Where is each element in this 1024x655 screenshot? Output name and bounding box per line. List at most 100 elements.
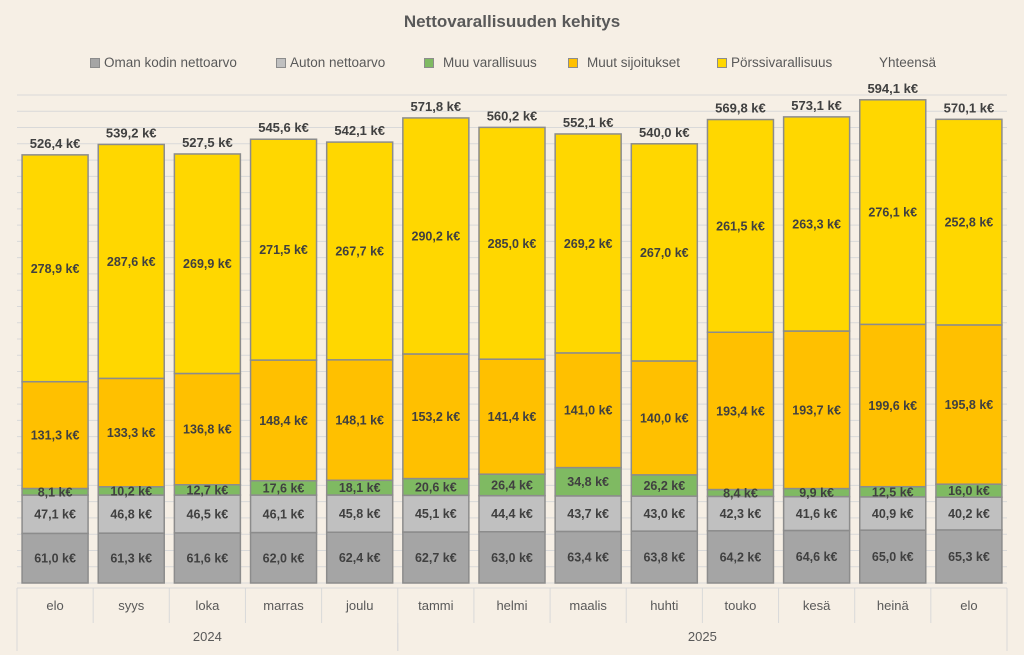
segment-other-investments <box>21 380 89 490</box>
value-label: 278,9 k€ <box>31 262 80 276</box>
legend-label: Muut sijoitukset <box>587 55 681 70</box>
legend-label: Oman kodin nettoarvo <box>104 55 237 70</box>
month-label: syys <box>118 598 145 613</box>
value-label: 140,0 k€ <box>640 411 689 425</box>
value-label: 46,1 k€ <box>263 507 305 521</box>
segment-stocks <box>706 118 775 333</box>
value-label: 153,2 k€ <box>412 410 461 424</box>
value-label: 17,6 k€ <box>263 481 305 495</box>
segment-home <box>21 532 89 584</box>
value-label: 12,5 k€ <box>872 485 914 499</box>
segment-home <box>173 532 242 584</box>
value-label: 26,2 k€ <box>643 479 685 493</box>
value-label: 64,6 k€ <box>796 550 838 564</box>
segment-stocks <box>325 141 394 361</box>
segment-stocks <box>173 153 242 375</box>
value-label: 285,0 k€ <box>488 237 537 251</box>
total-label: 527,5 k€ <box>182 135 233 150</box>
value-label: 34,8 k€ <box>567 475 609 489</box>
segment-other-investments <box>402 353 470 480</box>
month-label: huhti <box>650 598 678 613</box>
segment-stocks <box>249 138 318 361</box>
value-label: 276,1 k€ <box>868 206 917 220</box>
value-label: 9,9 k€ <box>799 486 834 500</box>
month-label: loka <box>195 598 220 613</box>
value-label: 193,7 k€ <box>792 403 841 417</box>
legend-swatch-other-investments <box>568 57 578 68</box>
segment-car <box>97 494 165 534</box>
segment-car <box>173 494 242 534</box>
value-label: 47,1 k€ <box>34 508 76 522</box>
value-label: 8,1 k€ <box>38 485 73 499</box>
month-label: tammi <box>418 598 454 613</box>
month-label: marras <box>263 598 304 613</box>
legend-item-stocks[interactable]: Pörssivarallisuus <box>717 55 832 70</box>
legend-item-home[interactable]: Oman kodin nettoarvo <box>90 55 237 70</box>
value-label: 16,0 k€ <box>948 484 990 498</box>
data-labels: 61,0 k€ 47,1 k€ 8,1 k€ 131,3 k€ 278,9 k€ 526,… <box>30 81 994 566</box>
segment-stocks <box>97 143 165 380</box>
legend-item-car[interactable]: Auton nettoarvo <box>276 55 385 70</box>
total-label: 526,4 k€ <box>30 136 81 151</box>
value-label: 141,4 k€ <box>488 410 537 424</box>
segment-other-assets <box>554 466 622 497</box>
segment-other-investments <box>706 331 775 491</box>
value-label: 62,7 k€ <box>415 551 457 565</box>
segment-stocks <box>402 117 470 355</box>
segment-home <box>859 529 927 584</box>
month-label: heinä <box>877 598 910 613</box>
value-label: 40,9 k€ <box>872 507 914 521</box>
value-label: 263,3 k€ <box>792 217 841 231</box>
value-label: 136,8 k€ <box>183 423 232 437</box>
value-label: 195,8 k€ <box>945 398 994 412</box>
value-label: 269,2 k€ <box>564 237 613 251</box>
segment-car <box>935 496 1003 531</box>
value-label: 61,3 k€ <box>110 552 152 566</box>
value-label: 10,2 k€ <box>110 484 152 498</box>
legend-item-other-investments[interactable]: Muut sijoitukset <box>568 55 680 70</box>
segment-home <box>325 531 394 584</box>
value-label: 261,5 k€ <box>716 219 765 233</box>
value-label: 267,7 k€ <box>335 244 384 258</box>
segment-car <box>402 494 470 533</box>
segment-home <box>706 530 775 584</box>
segment-other-investments <box>554 352 622 469</box>
segment-home <box>782 529 851 584</box>
value-label: 62,4 k€ <box>339 551 381 565</box>
value-label: 45,8 k€ <box>339 507 381 521</box>
segment-other-investments <box>325 359 394 482</box>
legend-item-total[interactable]: Yhteensä <box>879 55 936 70</box>
segment-other-investments <box>935 324 1003 485</box>
total-label: 570,1 k€ <box>944 100 995 115</box>
legend-label: Auton nettoarvo <box>290 55 386 70</box>
segment-other-investments <box>859 323 927 488</box>
segment-home <box>935 529 1003 584</box>
value-label: 287,6 k€ <box>107 255 156 269</box>
value-label: 63,4 k€ <box>567 551 609 565</box>
value-label: 193,4 k€ <box>716 404 765 418</box>
total-label: 540,0 k€ <box>639 125 690 140</box>
value-label: 133,3 k€ <box>107 426 156 440</box>
value-label: 46,8 k€ <box>110 508 152 522</box>
value-label: 42,3 k€ <box>720 507 762 521</box>
value-label: 20,6 k€ <box>415 480 457 494</box>
value-label: 26,4 k€ <box>491 478 533 492</box>
value-label: 46,5 k€ <box>187 507 229 521</box>
chart-title: Nettovarallisuuden kehitys <box>403 12 621 31</box>
value-label: 290,2 k€ <box>412 229 461 243</box>
value-label: 12,7 k€ <box>187 483 229 497</box>
bars <box>21 99 1003 584</box>
segment-other-investments <box>478 358 546 475</box>
total-label: 573,1 k€ <box>791 98 842 113</box>
legend-item-other-assets[interactable]: Muu varallisuus <box>424 55 537 70</box>
value-label: 61,0 k€ <box>34 552 76 566</box>
legend-label: Pörssivarallisuus <box>731 55 833 70</box>
segment-home <box>97 532 165 584</box>
value-label: 199,6 k€ <box>868 399 917 413</box>
segment-stocks <box>935 118 1003 326</box>
legend-swatch-stocks <box>717 57 727 68</box>
month-label: elo <box>46 598 63 613</box>
year-label: 2024 <box>193 629 222 644</box>
segment-car <box>782 495 851 532</box>
